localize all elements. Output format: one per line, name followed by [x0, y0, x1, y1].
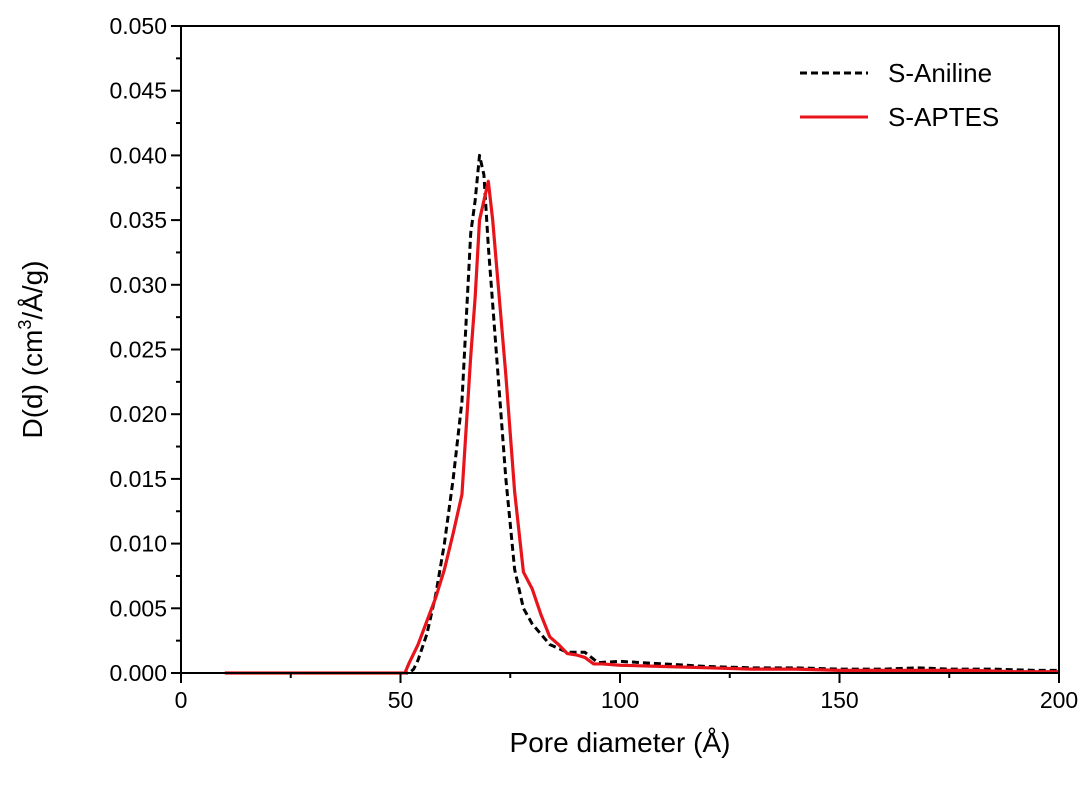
x-tick-label: 0 [175, 687, 188, 713]
y-tick-label: 0.045 [109, 78, 167, 104]
y-axis-title-suffix: /Å/g) [17, 260, 48, 319]
y-axis-title: D(d) (cm3/Å/g) [15, 260, 48, 438]
series-layer [224, 153, 1059, 675]
legend-label-1: S-APTES [888, 102, 999, 132]
x-tick-label: 150 [820, 687, 858, 713]
y-tick-label: 0.000 [109, 660, 167, 686]
axes-layer [171, 25, 1060, 683]
y-tick-label: 0.050 [109, 13, 167, 39]
y-tick-label: 0.015 [109, 466, 167, 492]
y-tick-label: 0.020 [109, 401, 167, 427]
labels-layer: 0 50 100 150 200 0.000 0.005 0.010 0.015 0.020 0.0… [15, 13, 1078, 758]
legend-label-0: S-Aniline [888, 58, 992, 88]
x-axis-title: Pore diameter (Å) [510, 727, 731, 758]
y-tick-label: 0.035 [109, 207, 167, 233]
y-axis-title-superscript: 3 [15, 320, 35, 330]
x-tick-label: 100 [601, 687, 639, 713]
y-tick-label: 0.040 [109, 142, 167, 168]
series-line-1 [224, 179, 1059, 675]
y-tick-label: 0.025 [109, 337, 167, 363]
y-tick-label: 0.005 [109, 595, 167, 621]
y-tick-label: 0.010 [109, 531, 167, 557]
x-tick-label: 50 [388, 687, 414, 713]
legend: S-Aniline S-APTES [800, 58, 999, 132]
y-tick-label: 0.030 [109, 272, 167, 298]
x-tick-label: 200 [1040, 687, 1078, 713]
y-axis-title-prefix: D(d) (cm [17, 330, 48, 439]
series-line-0 [224, 153, 1059, 675]
